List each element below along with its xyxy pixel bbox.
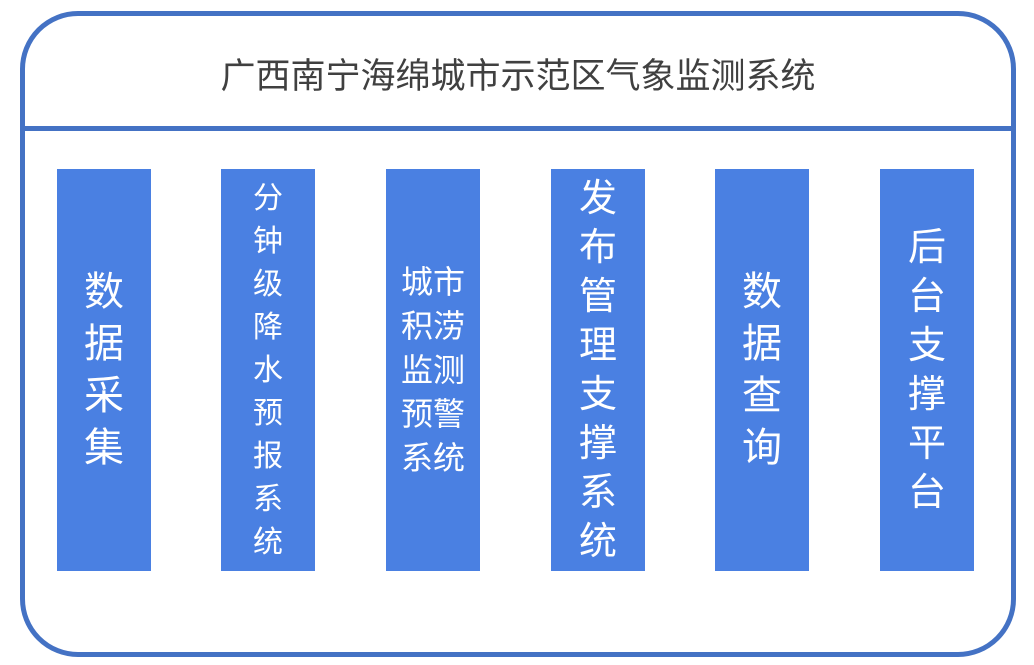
module-publish-management: 发布管理支撑系统 [551, 169, 645, 571]
module-data-collection: 数据采集 [57, 169, 151, 571]
module-label: 发布管理支撑系统 [578, 176, 617, 563]
module-urban-waterlogging-warning: 城市积涝监测预警系统 [386, 169, 480, 571]
module-label: 数据查询 [742, 269, 782, 471]
module-label: 数据采集 [84, 269, 124, 471]
module-backend-platform: 后台支撑平台 [880, 169, 974, 571]
outer-frame [20, 11, 1016, 657]
title-divider [20, 126, 1016, 131]
module-label: 城市积涝监测预警系统 [400, 263, 465, 477]
diagram-title: 广西南宁海绵城市示范区气象监测系统 [220, 57, 816, 97]
module-minute-precip-forecast: 分钟级降水预报系统 [221, 169, 315, 571]
module-data-query: 数据查询 [715, 169, 809, 571]
module-label: 后台支撑平台 [907, 225, 946, 514]
module-label: 分钟级降水预报系统 [253, 180, 283, 560]
